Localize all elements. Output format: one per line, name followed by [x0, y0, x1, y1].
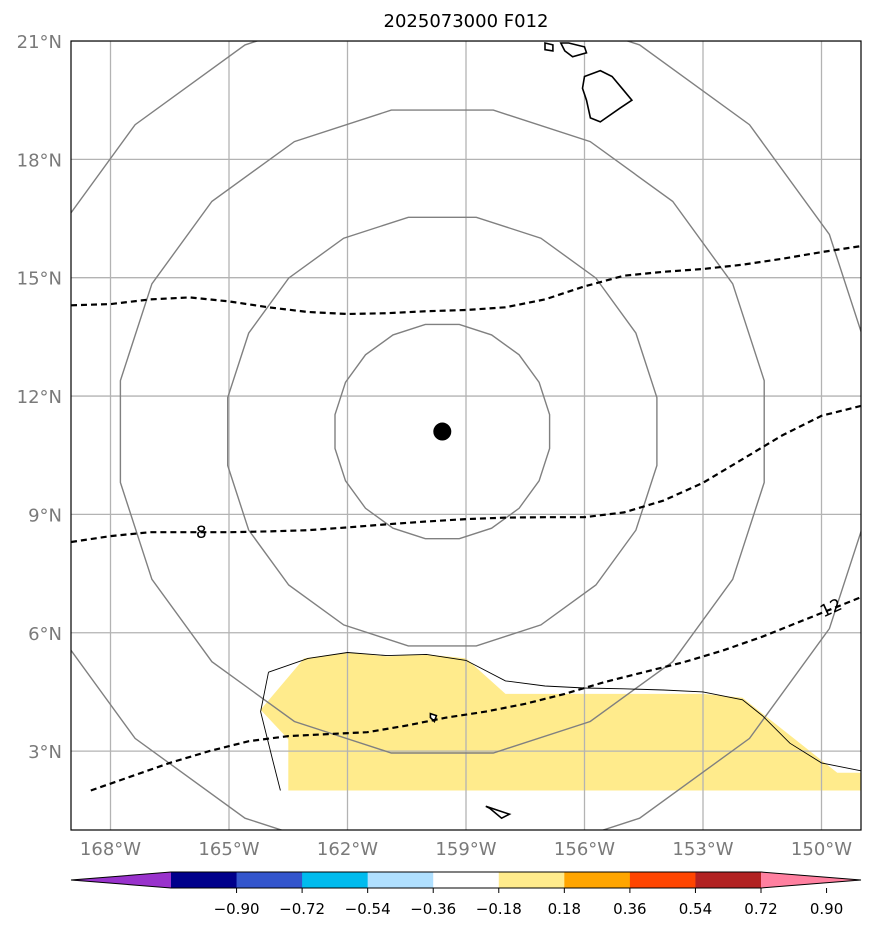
lon-tick-label: 153°W: [672, 839, 733, 860]
range-ring: [334, 323, 551, 540]
lat-tick-label: 21°N: [17, 32, 62, 53]
colorbar-extend-high: [761, 872, 861, 888]
land-outline: [268, 652, 861, 772]
lat-tick-label: 9°N: [28, 505, 62, 526]
island-maui: [559, 42, 588, 58]
lat-tick-label: 12°N: [17, 387, 62, 408]
colorbar-tick-label: −0.54: [345, 900, 391, 918]
lat-tick-label: 3°N: [28, 742, 62, 763]
colorbar-tick-label: 0.36: [613, 900, 646, 918]
colorbar-segment: [236, 872, 303, 888]
colorbar-tick-label: −0.90: [214, 900, 260, 918]
shaded-anomaly-region: [260, 652, 861, 791]
islands: [429, 41, 634, 820]
storm-center-marker: [433, 422, 452, 441]
colorbar-segment: [367, 872, 434, 888]
contour-label: 8: [196, 523, 207, 543]
colorbar-segment: [629, 872, 696, 888]
range-rings: [71, 41, 861, 830]
lon-tick-label: 168°W: [80, 839, 141, 860]
lat-tick-label: 6°N: [28, 624, 62, 645]
range-ring: [226, 216, 658, 647]
lon-tick-label: 156°W: [554, 839, 615, 860]
contour-line: [71, 404, 861, 544]
colorbar-segment: [564, 872, 631, 888]
colorbar-segment: [498, 872, 565, 888]
colorbar-segment: [171, 872, 238, 888]
lon-tick-label: 159°W: [435, 839, 496, 860]
land-outline-west: [260, 672, 281, 791]
colorbar-extend-low: [71, 872, 171, 888]
map-area: 812: [71, 41, 861, 830]
colorbar-tick-label: −0.72: [279, 900, 325, 918]
colorbar-tick-label: −0.18: [476, 900, 522, 918]
colorbar-segment: [302, 872, 369, 888]
colorbar-tick-label: 0.18: [548, 900, 581, 918]
colorbar-tick-label: 0.72: [744, 900, 777, 918]
colorbar-segment: [433, 872, 500, 888]
lat-tick-label: 15°N: [17, 269, 62, 290]
island-islet-south: [485, 805, 512, 820]
center-marker-layer: [433, 422, 452, 441]
range-ring: [71, 41, 861, 830]
map-frame: [70, 40, 862, 831]
range-ring: [119, 109, 765, 754]
island-hawaii: [581, 69, 634, 123]
colorbar-tick-label: 0.54: [679, 900, 712, 918]
gridlines: [71, 41, 861, 830]
shaded-region-layer: [260, 652, 861, 791]
lon-tick-label: 162°W: [317, 839, 378, 860]
contour-line: [90, 596, 861, 792]
figure-title: 2025073000 F012: [384, 11, 549, 32]
colorbar-outline: [70, 871, 862, 889]
lon-tick-label: 165°W: [198, 839, 259, 860]
lat-tick-label: 18°N: [17, 150, 62, 171]
contour-line: [71, 245, 861, 316]
lon-tick-label: 150°W: [791, 839, 852, 860]
island-kahoolawe: [544, 41, 554, 52]
coastline-outline: [260, 652, 861, 791]
colorbar: −0.90 −0.72 −0.54 −0.36 −0.18 0.18 0.36 0.54 0.7…: [70, 871, 862, 918]
colorbar-tick-label: −0.36: [410, 900, 456, 918]
colorbar-segment: [695, 872, 762, 888]
colorbar-tick-label: 0.90: [810, 900, 843, 918]
longitude-labels: 168°W 165°W 162°W 159°W 156°W 153°W 150°W: [80, 839, 852, 860]
latitude-labels: 21°N 18°N 15°N 12°N 9°N 6°N 3°N: [17, 32, 62, 763]
